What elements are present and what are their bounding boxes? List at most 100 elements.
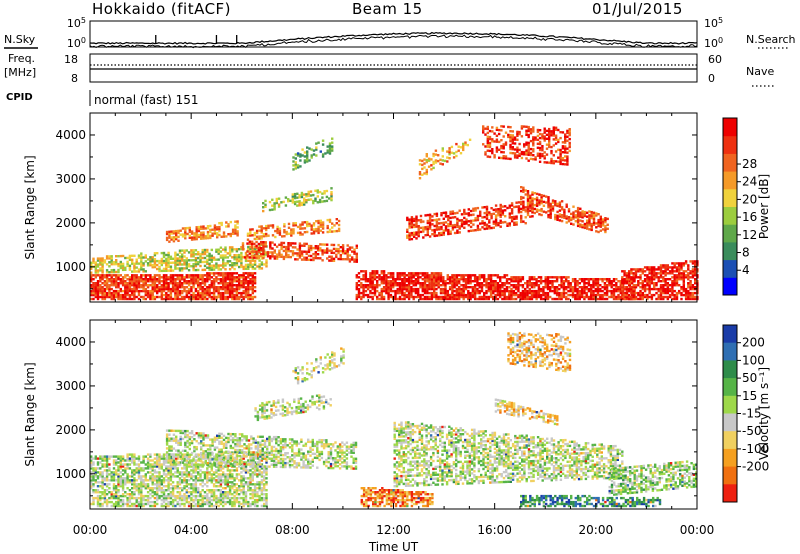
power-colorbar-tick-label: 28 (742, 157, 757, 171)
nave-tick-top: 60 (708, 53, 722, 66)
velocity-echo-band (254, 394, 332, 422)
power-colorbar-segment (723, 118, 737, 137)
axis-text: 1000 2000 3000 4000 Slant Range [km] 4 8 12 16 20… (23, 128, 771, 554)
velocity-colorbar-segment (723, 325, 737, 344)
velocity-echo-band (520, 494, 662, 508)
power-echo-band (418, 138, 472, 180)
station-title: Hokkaido (fitACF) (92, 0, 232, 18)
power-echo-band (262, 187, 333, 213)
nsearch-label: N.Search (746, 33, 796, 46)
velocity-colorbar-segment (723, 484, 737, 503)
power-colorbar-segment (723, 206, 737, 225)
heatmap-panels (90, 125, 699, 508)
nsearch-tick-bottom: 100 (704, 36, 723, 50)
velocity-ytick-label: 3000 (55, 379, 86, 393)
velocity-colorbar-segment (723, 413, 737, 432)
velocity-colorbar-tick-label: 50 (742, 371, 757, 385)
power-colorbar-segment (723, 153, 737, 172)
power-colorbar (722, 117, 738, 296)
power-ytick-label: 4000 (55, 128, 86, 142)
velocity-ytick-label: 4000 (55, 335, 86, 349)
velocity-colorbar-segment (723, 342, 737, 361)
beam-label: Beam 15 (352, 0, 423, 18)
power-colorbar-segment (723, 277, 737, 296)
velocity-echo-band (360, 487, 434, 508)
velocity-colorbar-segment (723, 360, 737, 379)
nsky-trace (89, 31, 698, 45)
velocity-echo-band (90, 451, 268, 508)
xtick-label: 00:00 (73, 523, 108, 537)
axes (89, 112, 741, 510)
xtick-label: 12:00 (376, 523, 411, 537)
velocity-echo-band (393, 421, 624, 488)
power-echo-band (241, 240, 358, 263)
velocity-colorbar-tick-label: 100 (742, 353, 765, 367)
xtick-label: 00:00 (680, 523, 715, 537)
xtick-label: 20:00 (579, 523, 614, 537)
freq-panel (89, 53, 698, 83)
power-colorbar-tick-label: 12 (742, 228, 757, 242)
velocity-colorbar-tick-label: -100 (742, 442, 769, 456)
velocity-colorbar-label: Velocity [m s⁻¹] (757, 367, 771, 460)
velocity-ytick-label: 1000 (55, 467, 86, 481)
power-colorbar-tick-label: 24 (742, 175, 757, 189)
velocity-echo-band (494, 398, 559, 426)
velocity-colorbar-segment (723, 395, 737, 414)
power-colorbar-tick-label: 4 (742, 263, 750, 277)
power-echo-band (90, 243, 268, 274)
velocity-ylabel: Slant Range [km] (23, 362, 37, 466)
power-echo-band (355, 270, 636, 301)
power-echo-band (90, 272, 257, 301)
power-colorbar-segment (723, 259, 737, 278)
nsearch-trace (89, 34, 698, 49)
power-colorbar-segment (723, 171, 737, 190)
x-axis-label: Time UT (368, 540, 419, 554)
power-echo-band (406, 199, 534, 241)
velocity-colorbar-tick-label: -200 (742, 460, 769, 474)
freq-label: Freq. (8, 52, 35, 65)
nsky-label: N.Sky (4, 33, 36, 46)
velocity-colorbar-segment (723, 448, 737, 468)
nsky-tick-top: 105 (67, 16, 86, 30)
parameter-panels: N.Sky 105 100 105 100 N.Search Freq.[MHz] 18 8 60… (4, 16, 796, 107)
nsky-panel (89, 20, 698, 48)
power-colorbar-segment (723, 188, 737, 207)
power-echo-band (165, 220, 239, 243)
freq-unit: [MHz] (4, 66, 36, 79)
power-colorbar-label: Power [dB] (757, 174, 771, 239)
power-echo-band (482, 125, 571, 166)
nsearch-tick-top: 105 (704, 16, 723, 30)
power-ytick-label: 2000 (55, 216, 86, 230)
cpid-text: normal (fast) 151 (94, 93, 198, 107)
power-colorbar-tick-label: 8 (742, 246, 750, 260)
velocity-echo-band (165, 429, 358, 470)
power-echo-band (246, 218, 341, 241)
velocity-colorbar-segment (723, 431, 737, 450)
velocity-colorbar-segment (723, 466, 737, 485)
power-ytick-label: 3000 (55, 172, 86, 186)
power-colorbar-tick-label: 20 (742, 192, 757, 206)
freq-tick-bottom: 8 (71, 72, 78, 85)
power-echo-band (621, 260, 699, 301)
power-heatmap (90, 125, 699, 301)
power-ytick-label: 1000 (55, 260, 86, 274)
xtick-label: 04:00 (174, 523, 209, 537)
velocity-colorbar-tick-label: 200 (742, 336, 765, 350)
velocity-colorbar-tick-label: 15 (742, 389, 757, 403)
nave-tick-bottom: 0 (708, 72, 715, 85)
velocity-colorbar-tick-label: -15 (742, 407, 762, 421)
velocity-colorbar-tick-label: -50 (742, 424, 762, 438)
date-label: 01/Jul/2015 (592, 0, 683, 18)
velocity-colorbar-segment (723, 378, 737, 397)
xtick-label: 16:00 (477, 523, 512, 537)
velocity-echo-band (292, 347, 345, 385)
velocity-heatmap (90, 331, 698, 508)
nsky-tick-bottom: 100 (67, 36, 86, 50)
power-ylabel: Slant Range [km] (23, 155, 37, 259)
velocity-echo-band (608, 460, 698, 496)
freq-tick-top: 18 (64, 53, 78, 66)
power-echo-band (292, 137, 334, 171)
power-echo-band (520, 186, 609, 234)
xtick-label: 08:00 (275, 523, 310, 537)
